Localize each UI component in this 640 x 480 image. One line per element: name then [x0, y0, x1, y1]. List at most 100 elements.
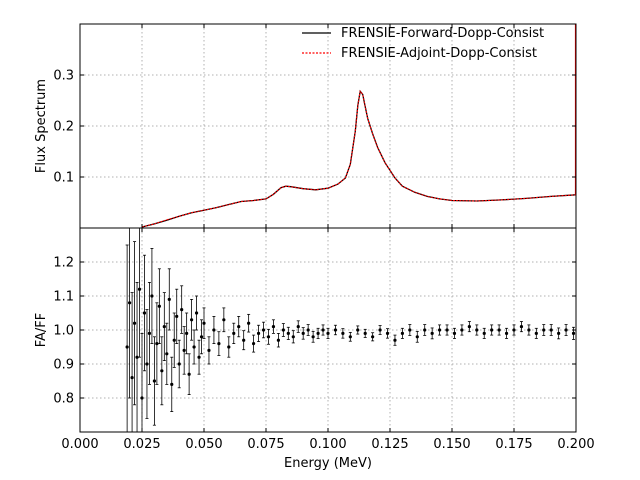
ratio-point: [207, 348, 211, 352]
xtick-label-6: 0.150: [433, 437, 470, 452]
xtick-label-1: 0.025: [123, 437, 160, 452]
ratio-point: [155, 342, 159, 346]
ratio-point: [482, 331, 486, 335]
ratio-point: [393, 338, 397, 342]
ratio-point: [430, 331, 434, 335]
ratio-point: [137, 287, 142, 291]
top-ylabel: Flux Spectrum: [34, 79, 49, 173]
ratio-point: [217, 342, 221, 346]
bottom-ytick-label-4: 1.2: [53, 256, 74, 271]
ratio-point: [132, 321, 137, 325]
ratio-point: [356, 328, 360, 332]
ratio-point: [162, 325, 166, 329]
ratio-point: [363, 331, 367, 335]
ratio-point: [227, 345, 231, 349]
bottom-ytick-label-3: 1.1: [53, 290, 74, 305]
ratio-point: [549, 328, 553, 332]
xtick-label-0: 0.000: [61, 437, 98, 452]
ratio-point: [212, 328, 216, 332]
top-ticks: 0.1 0.2 0.3: [53, 24, 577, 228]
xtick-label-3: 0.075: [247, 437, 284, 452]
ratio-point: [261, 328, 266, 332]
ratio-point: [232, 331, 236, 335]
top-series-line-1: [141, 90, 577, 228]
ratio-point: [527, 328, 531, 332]
bottom-series: [125, 228, 576, 432]
ratio-point: [385, 331, 390, 335]
ratio-point: [271, 325, 276, 329]
ratio-point: [135, 355, 139, 359]
ratio-point: [142, 311, 147, 315]
ratio-point: [152, 379, 156, 383]
xtick-label-7: 0.175: [495, 437, 532, 452]
xtick-label-5: 0.125: [371, 437, 408, 452]
xtick-label-4: 0.100: [309, 437, 346, 452]
ratio-point: [125, 345, 129, 349]
ratio-point: [415, 335, 419, 339]
ratio-point: [475, 328, 479, 332]
ratio-point: [348, 335, 352, 339]
ratio-point: [167, 297, 171, 301]
ratio-point: [542, 328, 546, 332]
ratio-point: [316, 331, 320, 335]
ratio-point: [467, 325, 471, 329]
ratio-point: [438, 328, 442, 332]
legend-label-forward: FRENSIE-Forward-Dopp-Consist: [341, 26, 544, 41]
ratio-point: [128, 301, 132, 305]
ratio-point: [490, 328, 494, 332]
top-panel: 0.1 0.2 0.3 Flux Spectrum FRENSIE-Forward-…: [34, 23, 577, 229]
ratio-point: [445, 328, 449, 332]
ratio-point: [165, 352, 169, 356]
legend-label-adjoint: FRENSIE-Adjoint-Dopp-Consist: [341, 46, 537, 61]
ratio-point: [177, 362, 181, 366]
ratio-point: [180, 308, 184, 312]
ratio-point: [187, 372, 191, 376]
ratio-point: [247, 321, 251, 325]
ratio-point: [519, 325, 524, 329]
top-ytick-label-2: 0.3: [53, 69, 74, 84]
ratio-point: [564, 328, 568, 332]
ratio-point: [423, 328, 427, 332]
ratio-point: [182, 348, 186, 352]
ratio-point: [371, 335, 375, 339]
ratio-point: [145, 362, 149, 366]
ratio-point: [157, 304, 161, 308]
ratio-point: [256, 331, 261, 335]
ratio-point: [194, 311, 199, 315]
ratio-point: [306, 328, 310, 332]
ratio-point: [175, 314, 179, 318]
ratio-point: [192, 345, 196, 349]
x-axis-label: Energy (MeV): [284, 456, 372, 471]
ratio-point: [326, 331, 330, 335]
ratio-point: [557, 331, 561, 335]
ratio-point: [400, 331, 404, 335]
ratio-point: [190, 318, 194, 322]
ratio-point: [160, 369, 164, 373]
top-gridlines: [80, 24, 576, 228]
ratio-point: [504, 331, 509, 335]
ratio-point: [512, 328, 516, 332]
ratio-point: [147, 331, 152, 335]
bottom-ytick-label-0: 0.8: [53, 392, 74, 407]
ratio-point: [311, 335, 315, 339]
ratio-point: [197, 355, 201, 359]
ratio-point: [252, 342, 256, 346]
ratio-point: [341, 331, 345, 335]
ratio-point: [296, 325, 300, 329]
bottom-ytick-label-2: 1.0: [53, 324, 74, 339]
ratio-point: [333, 328, 338, 332]
ratio-point: [237, 325, 241, 329]
ratio-point: [378, 328, 382, 332]
ratio-point: [460, 328, 464, 332]
ratio-point: [222, 318, 226, 322]
ratio-point: [199, 335, 204, 339]
legend: FRENSIE-Forward-Dopp-Consist FRENSIE-Adj…: [302, 26, 544, 61]
bottom-ylabel: FA/FF: [34, 313, 49, 348]
bottom-ytick-label-1: 0.9: [53, 358, 74, 373]
ratio-point: [291, 335, 295, 339]
ratio-point: [276, 338, 280, 342]
ratio-point: [408, 328, 412, 332]
top-ytick-label-1: 0.2: [53, 120, 74, 135]
